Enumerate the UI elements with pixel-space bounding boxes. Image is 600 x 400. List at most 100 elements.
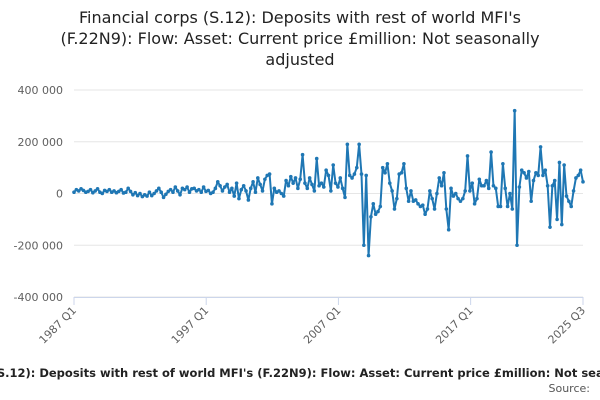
data-point [449,186,453,191]
data-point [124,190,128,195]
data-point [159,190,163,195]
data-point [215,180,220,184]
data-point [126,186,130,191]
data-point [505,204,510,209]
x-tick-label: 2007 Q1 [301,304,344,347]
data-point [362,243,366,248]
data-point [157,186,161,191]
data-point [369,214,373,219]
data-point [88,187,93,192]
data-point [218,183,222,188]
data-point [383,171,387,175]
data-point [270,202,274,206]
data-point [498,204,503,209]
data-point [545,183,550,188]
data-point [293,176,298,180]
data-point [175,189,180,193]
data-point [352,172,357,176]
data-point [256,176,260,180]
data-point [515,243,519,248]
data-point [246,198,251,202]
data-point [564,194,569,198]
data-point [291,181,295,185]
x-tick-label: 1987 Q1 [37,304,80,347]
data-point [491,183,496,188]
data-point [244,189,248,193]
data-point [512,108,517,113]
data-point [345,142,350,147]
data-point [187,190,192,195]
data-point [310,182,314,187]
data-point [336,185,340,189]
data-point [225,182,229,187]
data-point [201,185,206,189]
chart-title-line-2: (F.22N9): Flow: Asset: Current price £mi… [60,29,539,48]
data-point [435,191,439,196]
data-point [378,204,383,209]
data-point [486,186,491,191]
data-point [192,186,196,191]
data-point [373,212,378,216]
data-point [390,189,394,193]
data-point [314,156,319,161]
data-point [251,180,255,184]
data-point [213,186,218,191]
data-point [331,163,336,167]
data-point [324,168,328,173]
data-point [135,193,140,198]
data-point [453,191,458,196]
data-point [284,178,288,183]
data-point [562,163,566,167]
data-point [376,209,380,214]
series-group [72,108,585,258]
data-point [420,203,425,207]
x-tick-label: 1997 Q1 [169,304,212,347]
footer-text: Financial corps (S.12): Deposits with re… [0,366,600,380]
data-point [470,181,475,185]
data-point [517,185,522,189]
data-point [227,190,232,195]
data-point [395,196,399,201]
data-point [484,178,489,183]
data-point [76,189,81,193]
data-point [307,176,312,180]
data-point [385,161,390,166]
data-point [199,190,204,195]
data-point [152,191,156,196]
data-point [164,192,168,197]
data-point [430,196,434,201]
data-point [241,183,246,188]
data-point [298,177,303,182]
data-point [248,186,253,191]
series-line [73,109,584,257]
data-point [350,176,354,180]
data-point [326,173,331,178]
data-point [357,142,361,147]
data-point [338,176,343,180]
data-point [437,176,442,180]
data-point [522,171,526,175]
data-point [571,189,576,193]
data-point [439,183,444,188]
data-point [364,173,369,178]
data-point [409,189,413,193]
data-point [468,189,472,193]
data-point [303,181,307,185]
data-point [371,202,376,206]
data-point [475,196,479,201]
data-point [557,160,562,165]
data-point [578,168,583,173]
data-point [477,177,482,182]
data-point [524,176,529,180]
data-point [296,186,300,191]
data-point [258,182,262,187]
data-point [272,186,277,191]
y-tick-label: -400 000 [14,291,63,304]
data-point [128,189,133,194]
data-point [461,196,465,201]
chart-title-line-1: Financial corps (S.12): Deposits with re… [79,8,521,27]
data-point [550,183,555,188]
data-point [95,187,100,191]
data-point [197,187,201,192]
data-point [149,193,154,198]
